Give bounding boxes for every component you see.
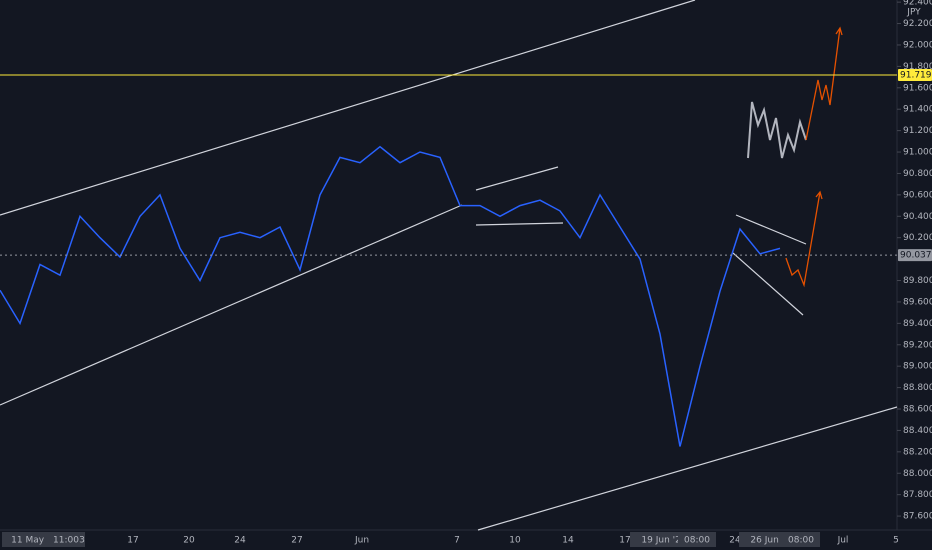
- y-tick-label: 88.200: [903, 447, 932, 457]
- y-tick-label: 88.800: [903, 383, 932, 393]
- y-tick-label: 92.200: [903, 19, 932, 29]
- y-tick-label: 88.000: [903, 469, 932, 479]
- x-tick-label: 17: [619, 536, 630, 546]
- y-tick-label: 90.800: [903, 169, 932, 179]
- x-tick-label: 08:00: [684, 536, 710, 546]
- x-tick-label: 19 Jun '21: [641, 536, 686, 546]
- y-tick-label: 91.400: [903, 105, 932, 115]
- price-tag: [898, 249, 932, 262]
- y-tick-label: 89.600: [903, 297, 932, 307]
- x-tick-label: 24: [729, 536, 741, 546]
- trend-lines: [0, 0, 898, 531]
- y-tick-label: 91.200: [903, 126, 932, 136]
- x-tick-label: 5: [893, 536, 899, 546]
- x-tick-label: 17: [127, 536, 138, 546]
- price-tag-label: 90.037: [900, 251, 932, 261]
- y-tick-label: 91.000: [903, 148, 932, 158]
- x-tick-label: 14: [562, 536, 574, 546]
- x-tick-label: 20: [183, 536, 195, 546]
- price-line: [0, 145, 781, 447]
- x-tick-label: 11 May '21: [11, 536, 61, 546]
- y-tick-label: 87.600: [903, 512, 932, 522]
- price-tag: [898, 69, 932, 82]
- y-tick-label: 89.200: [903, 340, 932, 350]
- y-tick-label: 89.000: [903, 362, 932, 372]
- projection-ghost: [747, 101, 807, 159]
- x-label-box: [678, 532, 716, 547]
- x-tick-label: Jul: [837, 536, 849, 546]
- price-tag-label: 91.719: [900, 71, 932, 81]
- x-tick-label: 26 Jun '21: [750, 536, 795, 546]
- currency-label: JPY: [906, 8, 921, 18]
- y-tick-label: 88.400: [903, 426, 932, 436]
- y-tick-label: 90.600: [903, 190, 932, 200]
- y-tick-label: 87.800: [903, 490, 932, 500]
- y-tick-label: 91.800: [903, 62, 932, 72]
- x-tick-label: 11:00: [53, 536, 79, 546]
- x-tick-label: 08:00: [788, 536, 814, 546]
- x-label-box: [782, 532, 820, 547]
- y-tick-label: 92.400: [903, 0, 932, 8]
- y-tick-label: 88.600: [903, 405, 932, 415]
- x-tick-label: 24: [234, 536, 246, 546]
- y-tick-label: 90.400: [903, 212, 932, 222]
- y-tick-label: 91.600: [903, 83, 932, 93]
- x-label-box: [47, 532, 85, 547]
- x-tick-label: 27: [291, 536, 302, 546]
- x-tick-label: Jun: [354, 536, 369, 546]
- y-tick-label: 92.000: [903, 40, 932, 50]
- x-tick-label: 10: [509, 536, 521, 546]
- y-tick-label: 89.400: [903, 319, 932, 329]
- projection-arrow: [805, 26, 843, 141]
- y-tick-label: 90.200: [903, 233, 932, 243]
- projection-arrow: [785, 190, 823, 288]
- x-tick-label: 3: [79, 536, 85, 546]
- y-tick-label: 89.800: [903, 276, 932, 286]
- x-tick-label: 7: [454, 536, 460, 546]
